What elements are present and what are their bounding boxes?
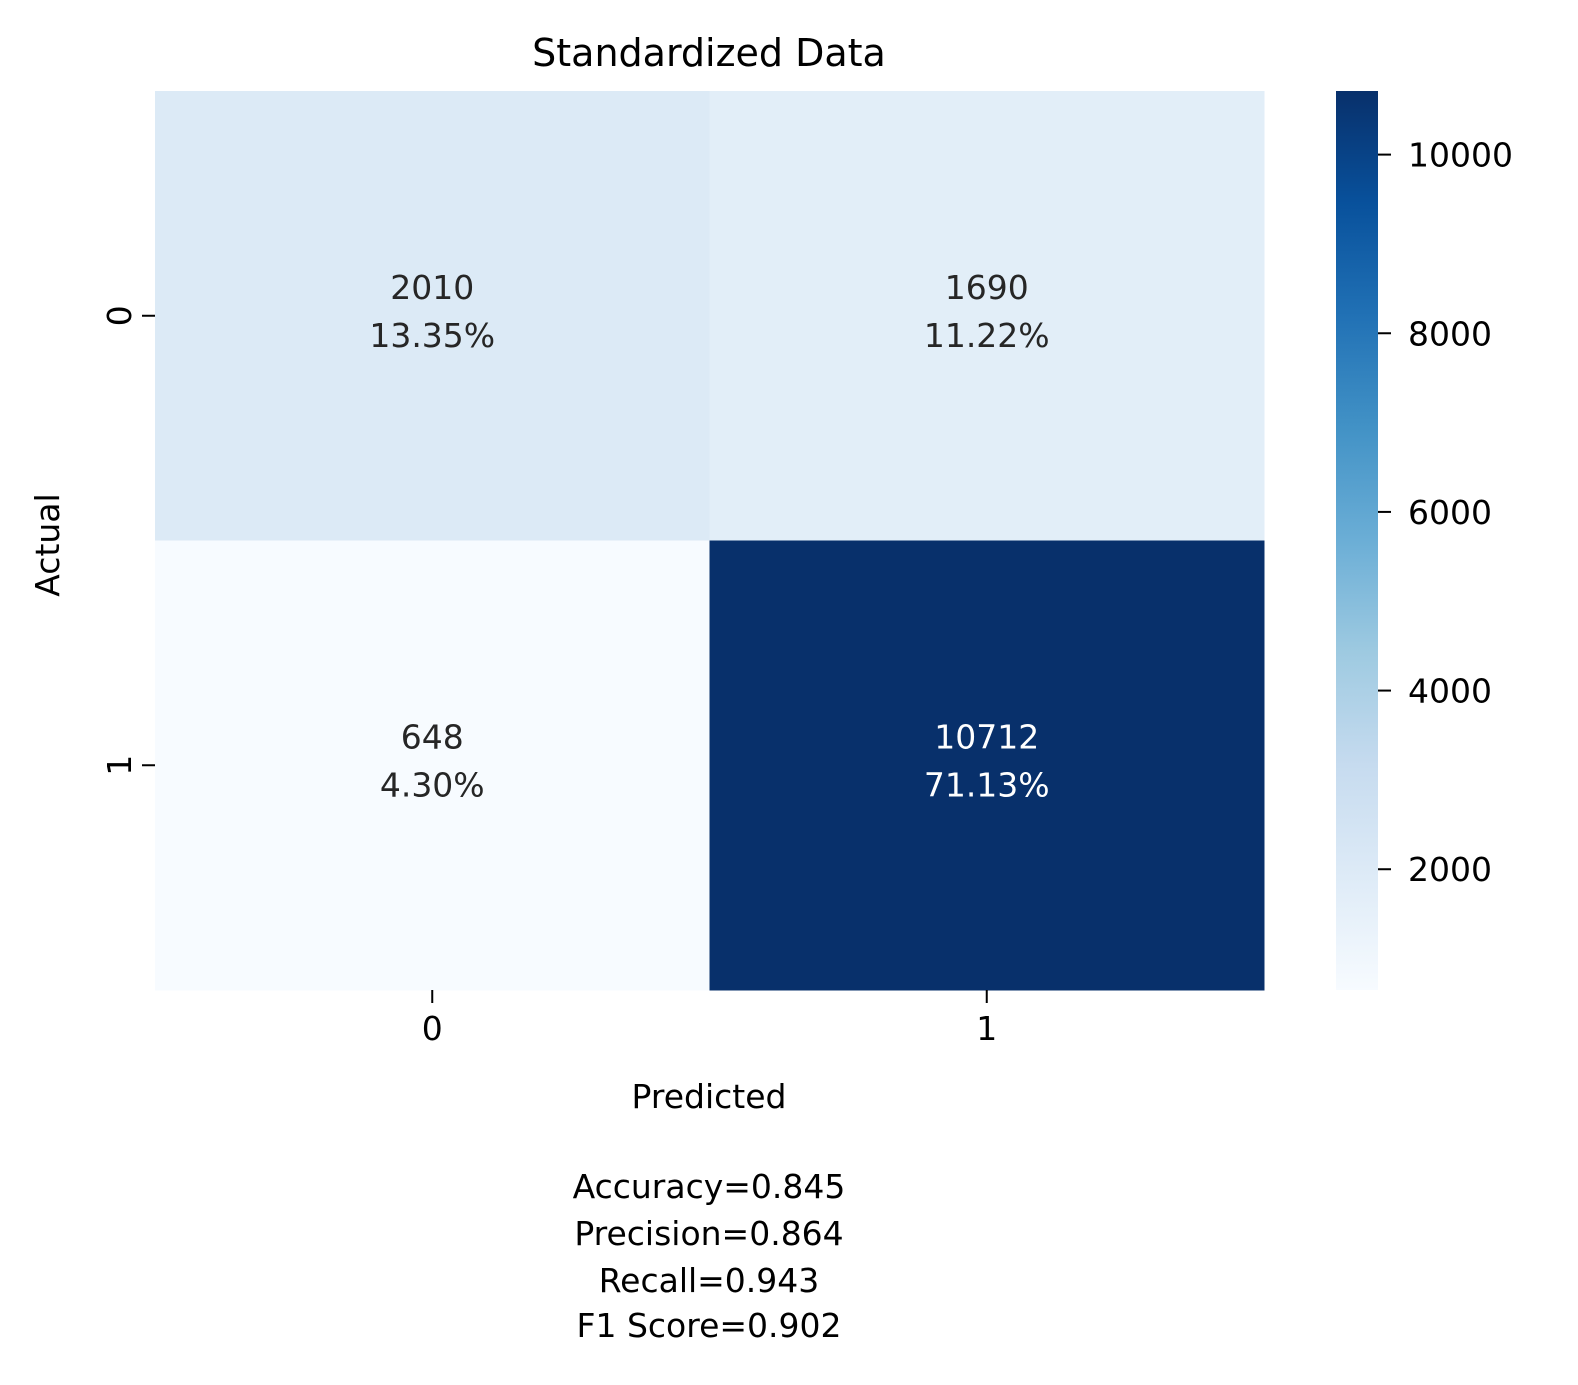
cell-count-label-r0-c0: 2010 — [390, 268, 474, 307]
x-tick-label-1: 1 — [976, 1009, 997, 1048]
cell-percent-label-r0-c1: 11.22% — [924, 316, 1050, 355]
heatmap-cell-r1-c0 — [155, 540, 710, 991]
metric-precision: Precision=0.864 — [574, 1214, 843, 1253]
cell-count-label-r1-c1: 10712 — [934, 717, 1039, 756]
y-tick-label-0: 0 — [100, 305, 139, 326]
y-axis-label: Actual — [28, 493, 67, 596]
colorbar-tick-label-2: 6000 — [1408, 493, 1492, 532]
heatmap-cells — [155, 91, 1265, 991]
cell-count-label-r0-c1: 1690 — [945, 268, 1029, 307]
colorbar: 2000 4000 6000 8000 10000 — [1336, 91, 1513, 990]
metric-recall: Recall=0.943 — [599, 1261, 820, 1300]
heatmap-cell-r0-c1 — [709, 91, 1265, 541]
colorbar-gradient — [1336, 91, 1378, 990]
cell-percent-label-r1-c1: 71.13% — [924, 765, 1050, 804]
cell-count-label-r1-c0: 648 — [401, 717, 464, 756]
x-tick-label-0: 0 — [422, 1009, 443, 1048]
metric-f1-score: F1 Score=0.902 — [576, 1306, 841, 1345]
x-axis-label: Predicted — [632, 1077, 787, 1116]
metric-accuracy: Accuracy=0.845 — [573, 1167, 846, 1206]
colorbar-tick-label-1: 4000 — [1408, 672, 1492, 711]
cell-percent-label-r1-c0: 4.30% — [380, 765, 485, 804]
cell-percent-label-r0-c0: 13.35% — [369, 316, 495, 355]
y-tick-label-1: 1 — [100, 755, 139, 776]
heatmap-cell-r1-c1 — [709, 540, 1265, 991]
heatmap-annotations: 2010 13.35% 1690 11.22% 648 4.30% 10712 71.13% — [369, 268, 1049, 805]
colorbar-tick-label-0: 2000 — [1408, 850, 1492, 889]
colorbar-tick-label-4: 10000 — [1408, 136, 1513, 175]
y-axis: 01 — [100, 305, 155, 776]
metrics-text: Accuracy=0.845 Precision=0.864 Recall=0.… — [573, 1167, 846, 1345]
colorbar-tick-label-3: 8000 — [1408, 314, 1492, 353]
heatmap-cell-r0-c0 — [155, 91, 710, 541]
chart-title: Standardized Data — [532, 31, 886, 75]
